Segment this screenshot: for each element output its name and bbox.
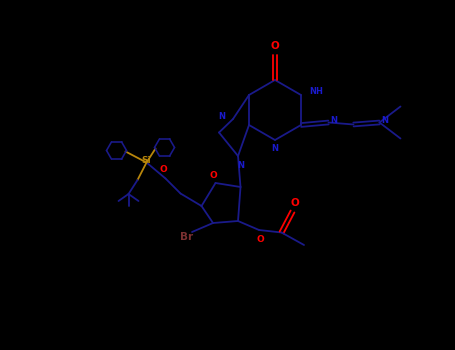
Text: Si: Si (142, 155, 152, 164)
Text: O: O (209, 170, 217, 180)
Text: Br: Br (181, 232, 193, 242)
Text: N: N (218, 112, 226, 121)
Text: N: N (330, 116, 337, 125)
Text: O: O (291, 197, 299, 208)
Text: NH: NH (309, 86, 323, 96)
Text: N: N (272, 145, 278, 154)
Text: N: N (237, 161, 244, 169)
Text: O: O (159, 165, 167, 174)
Text: N: N (381, 116, 388, 125)
Text: O: O (271, 41, 279, 51)
Text: O: O (256, 234, 264, 244)
